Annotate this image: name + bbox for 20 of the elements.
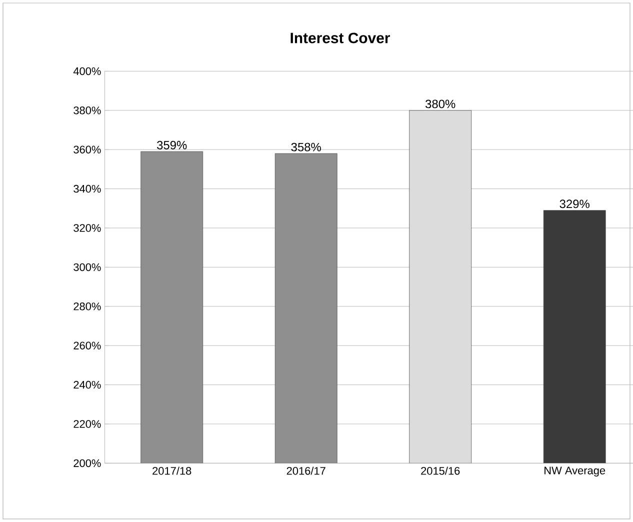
x-tick-label: 2016/17 <box>286 466 326 475</box>
y-tick-label: 200% <box>74 459 101 468</box>
data-label: 359% <box>157 140 187 150</box>
y-tick-label: 240% <box>74 380 101 389</box>
y-tick-label: 280% <box>74 302 101 310</box>
x-tick-label: 2015/16 <box>421 466 460 475</box>
y-tick-label: 300% <box>74 263 101 272</box>
y-tick-label: 380% <box>74 106 101 114</box>
data-label: 358% <box>291 142 321 152</box>
y-tick-label: 220% <box>74 420 101 428</box>
y-tick-label: 400% <box>73 67 101 76</box>
x-tick-label: NW Average <box>544 466 606 477</box>
y-tick-label: 360% <box>74 146 101 154</box>
y-tick-label: 260% <box>74 342 101 350</box>
chart-title: Interest Cover <box>290 32 390 44</box>
data-label: 329% <box>560 200 590 208</box>
data-label: 380% <box>426 100 456 108</box>
x-tick-label: 2017/18 <box>152 466 192 475</box>
y-tick-label: 340% <box>74 184 101 193</box>
y-tick-label: 320% <box>74 224 101 232</box>
